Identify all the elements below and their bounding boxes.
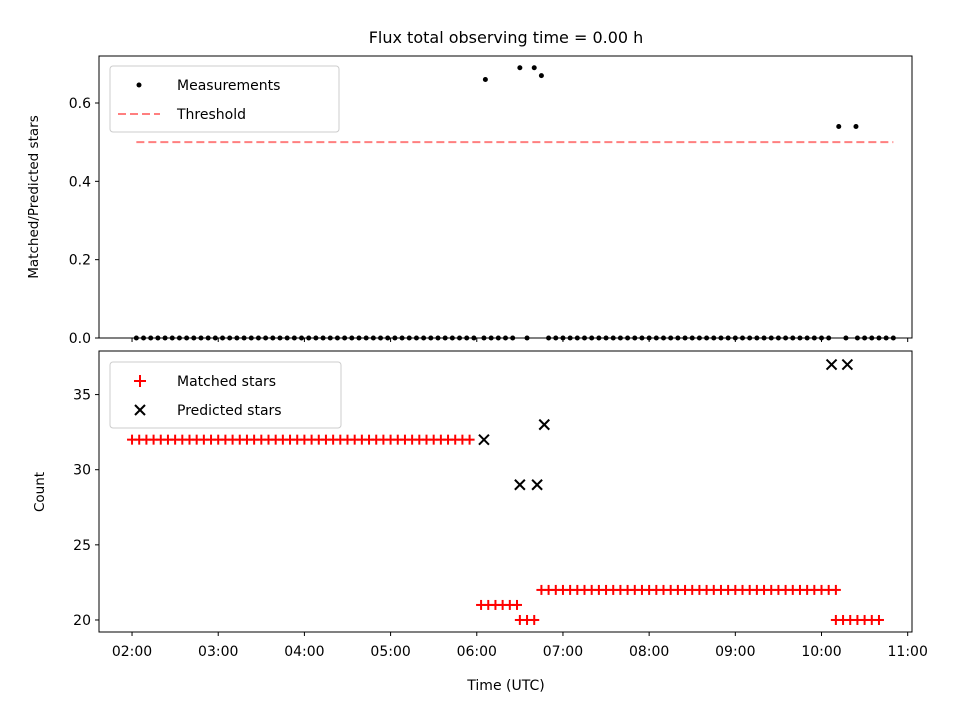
bottom-y-tick-label: 20 [73,613,91,629]
bottom-y-tick-label: 35 [73,388,91,404]
predicted-star-point [514,479,526,491]
bottom-panel-frame [98,350,913,633]
x-tick-label: 11:00 [888,644,928,660]
top-y-tick-label: 0.6 [69,96,91,112]
measurement-point [482,77,488,82]
bottom-y-tick-label: 25 [73,538,91,554]
top-y-tick-label: 0.0 [69,331,91,347]
top-legend: Measurements Threshold [109,65,340,133]
predicted-star-point [825,358,838,371]
x-tick-label: 06:00 [457,644,497,660]
legend-predicted-marker [134,404,146,416]
measurement-point [836,124,842,129]
legend-measurements-marker [136,82,142,88]
x-tick-label: 07:00 [543,644,583,660]
predicted-star-point [841,358,854,371]
x-tick-label: 02:00 [112,644,152,660]
legend-predicted-label: Predicted stars [177,403,282,419]
predicted-star-point [538,418,550,431]
x-axis-label: Time (UTC) [466,678,544,694]
matched-star-point [830,584,841,595]
legend-measurements-label: Measurements [177,78,280,94]
matched-star-point [529,614,540,625]
matched-star-point [464,434,475,445]
x-tick-label: 08:00 [629,644,669,660]
bottom-y-axis-label: Count [32,472,48,512]
measurement-point [531,65,537,71]
legend-matched-label: Matched stars [177,374,276,390]
top-panel-frame [98,55,913,339]
predicted-star-point [531,479,543,491]
legend-threshold-label: Threshold [176,107,246,123]
predicted-star-point [478,433,490,446]
bottom-x-axis: 02:00 03:00 04:00 05:00 06:00 07:00 08:00 09:00… [112,632,928,660]
bottom-legend: Matched stars Predicted stars [109,361,342,429]
matched-star-point [511,599,522,610]
x-tick-label: 04:00 [284,644,324,660]
top-y-axis: 0.0 0.2 0.4 0.6 [69,96,99,347]
matched-star-point [873,614,884,625]
measurement-point [517,65,523,71]
top-x-axis [131,338,909,342]
x-tick-label: 09:00 [715,644,755,660]
top-y-tick-label: 0.2 [69,253,91,269]
bottom-y-tick-label: 30 [73,463,91,479]
top-y-axis-label: Matched/Predicted stars [26,115,42,278]
x-tick-label: 03:00 [198,644,238,660]
bottom-legend-box [109,361,342,429]
x-tick-label: 05:00 [370,644,410,660]
bottom-y-axis: 20 25 30 35 [73,388,99,629]
measurement-point [853,124,859,129]
top-panel: 0.0 0.2 0.4 0.6 Matched/Predicted stars Mea… [26,55,913,347]
measurement-point [538,73,544,79]
top-y-tick-label: 0.4 [69,174,91,190]
legend-matched-marker [134,375,146,387]
top-legend-box [109,65,340,133]
figure-title: Flux total observing time = 0.00 h [369,28,644,47]
x-tick-label: 10:00 [801,644,841,660]
bottom-panel-marks [127,358,884,625]
